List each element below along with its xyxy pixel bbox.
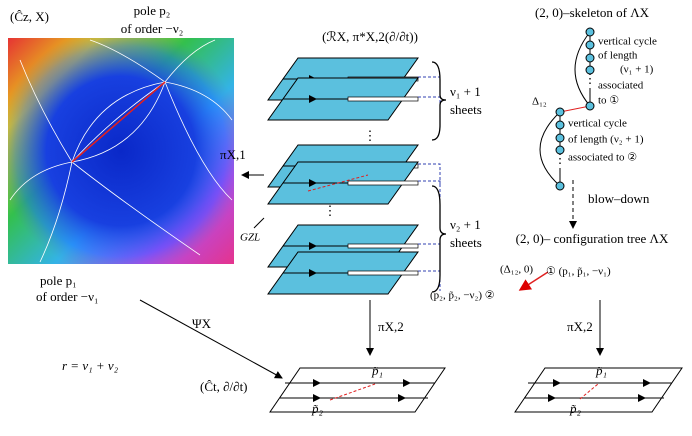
- sheet-part: [347, 270, 419, 276]
- point-label: p̃₁: [595, 363, 607, 378]
- sheet: [267, 251, 441, 295]
- sheet-part: [418, 270, 441, 291]
- sheet-part: [418, 243, 441, 264]
- sheet-part: [418, 180, 441, 201]
- sheet-stack: [267, 57, 441, 295]
- map-label: πX,2: [378, 319, 404, 334]
- cycle-text: (ν₁ + 1): [620, 64, 654, 76]
- tree-edge: [518, 271, 549, 291]
- skeleton: [539, 27, 595, 191]
- point-label: p̃₂: [311, 401, 324, 416]
- brace: [431, 61, 447, 141]
- sheet-part: [347, 96, 419, 102]
- gzl-label: GZL: [240, 232, 260, 244]
- tree-title: (2, 0)– configuration tree ΛX: [516, 231, 669, 246]
- sheet-part: [347, 243, 419, 249]
- sheet: [267, 77, 441, 121]
- blow-down-label: blow–down: [588, 191, 650, 206]
- sheet: [267, 161, 441, 205]
- sheet-part: [307, 174, 369, 192]
- cycle-text: associated to ②: [568, 152, 637, 164]
- pole-order: of order −ν₂: [121, 21, 184, 36]
- sheet-part: [418, 163, 441, 184]
- cycle-text: vertical cycle: [568, 118, 627, 130]
- map-label: πX,1: [220, 147, 246, 162]
- arrow: [139, 299, 283, 379]
- cycle-text: associated: [598, 80, 644, 92]
- sheet-count: ν₂ + 1: [450, 217, 481, 232]
- map-label: πX,2: [567, 319, 593, 334]
- gzl-pointer: [253, 217, 265, 229]
- ellipsis: ⋮: [554, 151, 567, 166]
- cycle-text: of length (ν₂ + 1): [568, 134, 644, 146]
- pole-order: of order −ν₁: [36, 289, 99, 304]
- tree-node: (p₂, p̃₂, −ν₂) ②: [430, 290, 495, 302]
- point-label: p̃₁: [371, 363, 383, 378]
- pole-label: pole p₁: [40, 273, 77, 288]
- sheet-label: sheets: [450, 102, 482, 117]
- map-label: ΨX: [192, 316, 212, 331]
- domain-title: (Ĉz, X): [10, 9, 49, 24]
- ellipsis: ⋮: [584, 71, 597, 86]
- ellipsis: ⋮: [324, 203, 337, 218]
- plane: [514, 367, 683, 413]
- cycle-text: to ①: [598, 95, 619, 107]
- tree-node: ① (p₁, p̃₁, −ν₁): [546, 266, 611, 278]
- equation: r = ν₁ + ν₂: [62, 358, 119, 373]
- edge-label: Δ₁₂: [532, 96, 547, 108]
- plane: [269, 367, 446, 413]
- plane-title: (Ĉt, ∂/∂t): [200, 379, 248, 394]
- sheet-part: [347, 180, 419, 186]
- phase-portrait: [8, 38, 234, 264]
- sheet-count: ν₁ + 1: [450, 84, 481, 99]
- brace: [431, 185, 447, 293]
- sheet-label: sheets: [450, 235, 482, 250]
- point-label: p̃₂: [569, 401, 582, 416]
- surface-title: (ℛX, π*X,2(∂/∂t)): [322, 29, 418, 44]
- skeleton-title: (2, 0)–skeleton of ΛX: [535, 5, 650, 20]
- ellipsis: ⋮: [364, 128, 377, 143]
- cycle-text: of length: [598, 50, 638, 62]
- sheet-part: [418, 96, 441, 117]
- pole-label: pole p₂: [134, 3, 171, 18]
- cycle-text: vertical cycle: [598, 36, 657, 48]
- edge-label: (Δ₁₂, 0): [500, 264, 533, 276]
- sheet-part: [418, 76, 441, 97]
